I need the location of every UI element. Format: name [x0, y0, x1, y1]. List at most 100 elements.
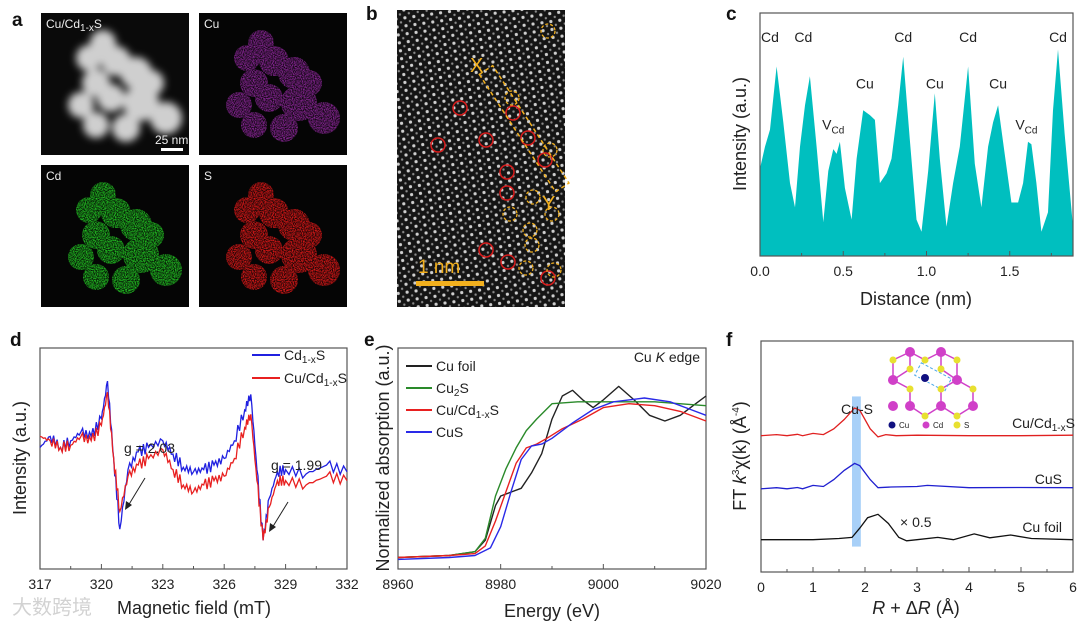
f-xtick-label: 1: [809, 579, 817, 595]
vacancy-marker: [520, 130, 536, 146]
e-xtick-label: 8980: [485, 576, 516, 592]
s-atom: [889, 356, 897, 364]
inset-legend: Cu Cd S: [888, 421, 969, 430]
panel-label-c: c: [726, 4, 737, 25]
c-xtick-label: 0.0: [750, 263, 770, 279]
cd-atom: [888, 375, 898, 385]
e-xtick-label: 8960: [382, 576, 413, 592]
arrowhead-icon: [125, 501, 132, 510]
f-series-label-cufoil: Cu foil: [1022, 519, 1062, 535]
vacancy-marker: [499, 185, 515, 201]
marker-y: Y: [542, 193, 555, 215]
vacancy-marker: [478, 242, 494, 258]
cd-atom: [936, 401, 946, 411]
f-xtick-label: 2: [861, 579, 869, 595]
vacancy-marker: [500, 254, 516, 270]
f-series-line: [761, 513, 1074, 542]
cu-map: Cu: [199, 13, 347, 155]
d-xtick-label: 317: [28, 576, 52, 592]
panel-label-f: f: [726, 330, 733, 351]
d-legend: Cd1-xS Cu/Cd1-xS: [252, 347, 347, 389]
e-xtick-label: 9000: [588, 576, 619, 592]
e-series-line: [397, 397, 707, 561]
cd-atom: [888, 401, 898, 411]
c-ylabel: Intensity (a.u.): [730, 77, 750, 191]
vacancy-marker: [505, 105, 521, 121]
c-peak-label: VCd: [822, 117, 844, 137]
watermark: 大数跨境: [12, 596, 92, 619]
cd-map: Cd: [41, 165, 189, 307]
d-series-line: [39, 392, 348, 541]
scale-bar: [161, 148, 183, 151]
arrowhead-icon: [269, 523, 276, 532]
cd-atom: [936, 347, 946, 357]
e-legend-label: Cu foil: [436, 358, 476, 374]
cu-site-marker: [525, 189, 541, 205]
c-peak-label: VCd: [1015, 117, 1037, 137]
scale-bar-label: 25 nm: [155, 133, 188, 147]
d-xtick-label: 329: [274, 576, 298, 592]
c-xtick-label: 1.0: [917, 263, 937, 279]
g-199-label: g = 1.99: [271, 457, 322, 473]
s-atom: [921, 356, 929, 364]
s-atom: [969, 385, 977, 393]
f-xtick-label: 6: [1069, 579, 1077, 595]
cu-site-marker: [544, 206, 560, 222]
cu-site-marker: [542, 142, 558, 158]
s-map: S: [199, 165, 347, 307]
f-xtick-label: 4: [965, 579, 973, 595]
panel-label-a: a: [12, 10, 23, 31]
d-xtick-label: 320: [90, 576, 114, 592]
c-plot-frame: [759, 12, 1074, 257]
crystal-structure-inset: [888, 347, 978, 420]
s-atom: [953, 356, 961, 364]
cd-map-label: Cd: [46, 169, 61, 183]
panel-b-hrtem: X Y 1 nm: [397, 10, 570, 307]
cu-site-marker: [540, 23, 556, 39]
c-peak-label: Cu: [926, 75, 944, 91]
vacancy-marker: [540, 270, 556, 286]
f-xlabel: R + ΔR (Å): [872, 598, 960, 618]
cu-s-label: Cu-S: [841, 401, 873, 417]
c-xtick-label: 0.5: [834, 263, 854, 279]
s-atom: [937, 385, 945, 393]
e-xlabel: Energy (eV): [504, 601, 600, 621]
f-series-line: [760, 462, 1074, 490]
e-ylabel: Normalized absorption (a.u.): [373, 344, 393, 571]
c-peak-label: Cd: [959, 29, 977, 45]
s-atom: [921, 412, 929, 420]
g-203-label: g = 2.03: [124, 440, 175, 456]
inset-legend-cu: Cu: [899, 421, 909, 430]
cu-k-edge-label: Cu K edge: [634, 349, 700, 365]
d-ylabel: Intensity (a.u.): [10, 401, 30, 515]
s-atom: [906, 385, 914, 393]
d-series-line: [39, 380, 348, 541]
arrow-icon: [271, 501, 289, 529]
e-legend: Cu foil Cu2S Cu/Cd1-xS CuS: [406, 358, 499, 440]
cu-site-marker: [518, 260, 534, 276]
e-series-line: [397, 385, 707, 559]
vacancy-marker: [430, 137, 446, 153]
f-series-label-cus: CuS: [1035, 471, 1062, 487]
s-atom: [953, 412, 961, 420]
scale-bar-label: 1 nm: [418, 257, 460, 278]
cu-site-marker: [524, 237, 540, 253]
d-legend-cucd1xs: Cu/Cd1-xS: [284, 370, 347, 389]
e-series-line: [397, 403, 707, 559]
d-legend-cd1xs: Cd1-xS: [284, 347, 325, 366]
c-peak-label: Cu: [856, 75, 874, 91]
s-atom: [937, 365, 945, 373]
f-ylabel: FT k3χ(k) (Å-4): [730, 401, 750, 511]
panel-label-d: d: [10, 330, 22, 351]
panel-a-eds-maps: Cu/Cd1-xS 25 nm Cu Cd S: [41, 13, 347, 307]
c-peak-label: Cd: [761, 29, 779, 45]
cu-site-marker: [502, 206, 518, 222]
scale-note: × 0.5: [900, 514, 932, 530]
marker-x: X: [470, 55, 483, 77]
cu-atom: [920, 373, 930, 383]
f-xtick-label: 5: [1017, 579, 1025, 595]
cu-site-marker: [522, 222, 538, 238]
c-xlabel: Distance (nm): [860, 289, 972, 309]
d-xtick-label: 332: [335, 576, 359, 592]
